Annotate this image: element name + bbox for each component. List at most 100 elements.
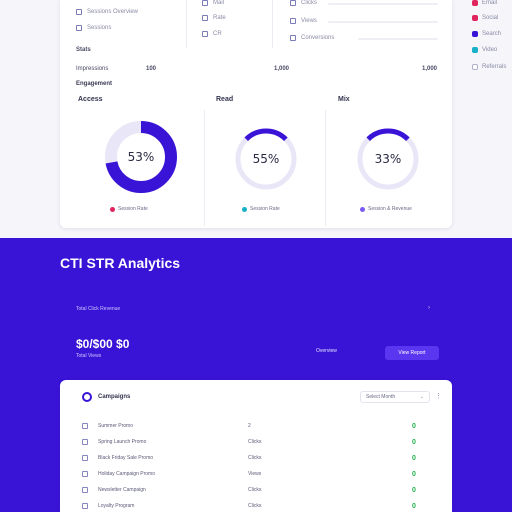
video-icon	[472, 47, 478, 53]
checkbox-cr[interactable]	[202, 31, 208, 37]
checkbox-clicks[interactable]	[290, 0, 296, 6]
donut-1-title: Access	[78, 96, 103, 103]
row-name: Black Friday Sale Promo	[98, 455, 154, 461]
campaign-icon	[82, 392, 92, 402]
donut-2-percent: 55%	[252, 152, 280, 166]
rail-item-label: Referrals	[482, 64, 507, 70]
donut-3-chart	[357, 128, 419, 190]
donut-1-legend-label: Session Rate	[118, 206, 148, 212]
row-value: Clicks	[248, 439, 262, 445]
banner-title: CTI STR Analytics	[60, 255, 181, 271]
engagement-section-title: Engagement	[76, 81, 113, 87]
col3-item-3: Conversions	[301, 35, 335, 41]
chevron-down-icon: ⌄	[419, 394, 424, 400]
col2-item-1: Mail	[213, 0, 225, 6]
campaigns-card: Campaigns Select Month ⌄ ⋮ Summer Promo …	[60, 380, 452, 512]
row-name: Holiday Campaign Promo	[98, 471, 155, 477]
row-checkbox[interactable]	[82, 503, 88, 509]
donut-3-title: Mix	[338, 96, 350, 103]
more-icon[interactable]: ⋮	[435, 393, 442, 400]
table-row[interactable]: Spring Launch Promo Clicks 0	[82, 436, 422, 448]
row-status: 0	[412, 470, 416, 478]
row-value: Views	[248, 471, 262, 477]
row-status: 0	[412, 454, 416, 462]
rail-item-label: Search	[482, 31, 502, 37]
row-checkbox[interactable]	[82, 439, 88, 445]
row-value: Clicks	[248, 503, 262, 509]
rail-item-social[interactable]: Social	[472, 15, 498, 21]
banner-subtitle: Total Click Revenue	[76, 306, 121, 312]
donut-2-legend: Session Rate	[242, 206, 280, 212]
legend-dot-1	[110, 206, 115, 212]
rail-item-search[interactable]: Search	[472, 31, 501, 37]
search-icon	[472, 31, 478, 37]
social-icon	[472, 15, 478, 21]
row-status: 0	[412, 502, 416, 510]
view-report-button[interactable]: View Report	[385, 346, 439, 360]
col2-item-3: CR	[213, 31, 222, 37]
overview-link[interactable]: Overview	[316, 348, 337, 354]
checkbox-rate[interactable]	[202, 15, 208, 21]
row-value: 2	[248, 423, 251, 429]
donut-2-title: Read	[216, 96, 234, 103]
legend-dot-2	[242, 206, 247, 212]
email-icon	[472, 0, 478, 6]
donut-3: 33%	[356, 127, 420, 191]
row-status: 0	[412, 422, 416, 430]
row-value: Clicks	[248, 455, 262, 461]
rail-item-video[interactable]: Video	[472, 47, 497, 53]
row-name: Loyalty Program	[98, 503, 135, 509]
donut-1-percent: 53%	[127, 150, 155, 164]
banner-total-label: Total Views	[76, 353, 102, 359]
checkbox-conversions[interactable]	[290, 35, 296, 41]
impressions-label: Impressions	[76, 66, 109, 72]
month-select-value: Select Month	[366, 394, 396, 400]
row-checkbox[interactable]	[82, 423, 88, 429]
legend-dot-3	[360, 206, 365, 212]
row-value: Clicks	[248, 487, 262, 493]
month-select[interactable]: Select Month ⌄	[360, 391, 430, 403]
row-checkbox[interactable]	[82, 455, 88, 461]
donut-3-legend: Session & Revenue	[360, 206, 412, 212]
donut-3-arc	[357, 128, 419, 190]
engagement-card: Sessions Overview Sessions Stats Mail Ra…	[60, 0, 452, 228]
table-row[interactable]: Holiday Campaign Promo Views 0	[82, 468, 422, 480]
impressions-value-2: 1,000	[274, 66, 290, 72]
campaigns-title: Campaigns	[98, 394, 131, 400]
table-row[interactable]: Newsletter Campaign Clicks 0	[82, 484, 422, 496]
rail-item-label: Email	[482, 0, 498, 6]
donut-2-arc	[235, 128, 297, 190]
checkbox-sessions[interactable]	[76, 25, 82, 31]
row-status: 0	[412, 438, 416, 446]
impressions-value-1: 100	[146, 66, 157, 72]
checkbox-mail[interactable]	[202, 0, 208, 6]
table-row[interactable]: Summer Promo 2 0	[82, 420, 422, 432]
row-checkbox[interactable]	[82, 471, 88, 477]
rail-item-referrals[interactable]: Referrals	[472, 64, 506, 70]
col1-item-2: Sessions	[87, 25, 112, 31]
donut-1: 53%	[104, 120, 178, 194]
row-checkbox[interactable]	[82, 487, 88, 493]
table-row[interactable]: Loyalty Program Clicks 0	[82, 500, 422, 512]
checkbox-views[interactable]	[290, 18, 296, 24]
rail-item-label: Social	[482, 15, 499, 21]
donut-1-legend: Session Rate	[110, 206, 148, 212]
donut-3-percent: 33%	[374, 152, 402, 166]
donut-3-legend-label: Session & Revenue	[368, 206, 412, 212]
impressions-value-3: 1,000	[422, 66, 438, 72]
row-name: Summer Promo	[98, 423, 134, 429]
row-status: 0	[412, 486, 416, 494]
table-row[interactable]: Black Friday Sale Promo Clicks 0	[82, 452, 422, 464]
rail-item-email[interactable]: Email	[472, 0, 497, 6]
stats-label: Stats	[76, 47, 91, 53]
donut-1-chart	[105, 121, 177, 193]
donut-2-legend-label: Session Rate	[250, 206, 280, 212]
chevron-right-icon[interactable]: ›	[428, 305, 430, 311]
col2-item-2: Rate	[213, 15, 226, 21]
row-name: Spring Launch Promo	[98, 439, 147, 445]
referrals-icon	[472, 64, 478, 70]
row-name: Newsletter Campaign	[98, 487, 146, 493]
col3-item-1: Clicks	[301, 0, 317, 6]
checkbox-sessions-overview[interactable]	[76, 9, 82, 15]
donut-2: 55%	[234, 127, 298, 191]
